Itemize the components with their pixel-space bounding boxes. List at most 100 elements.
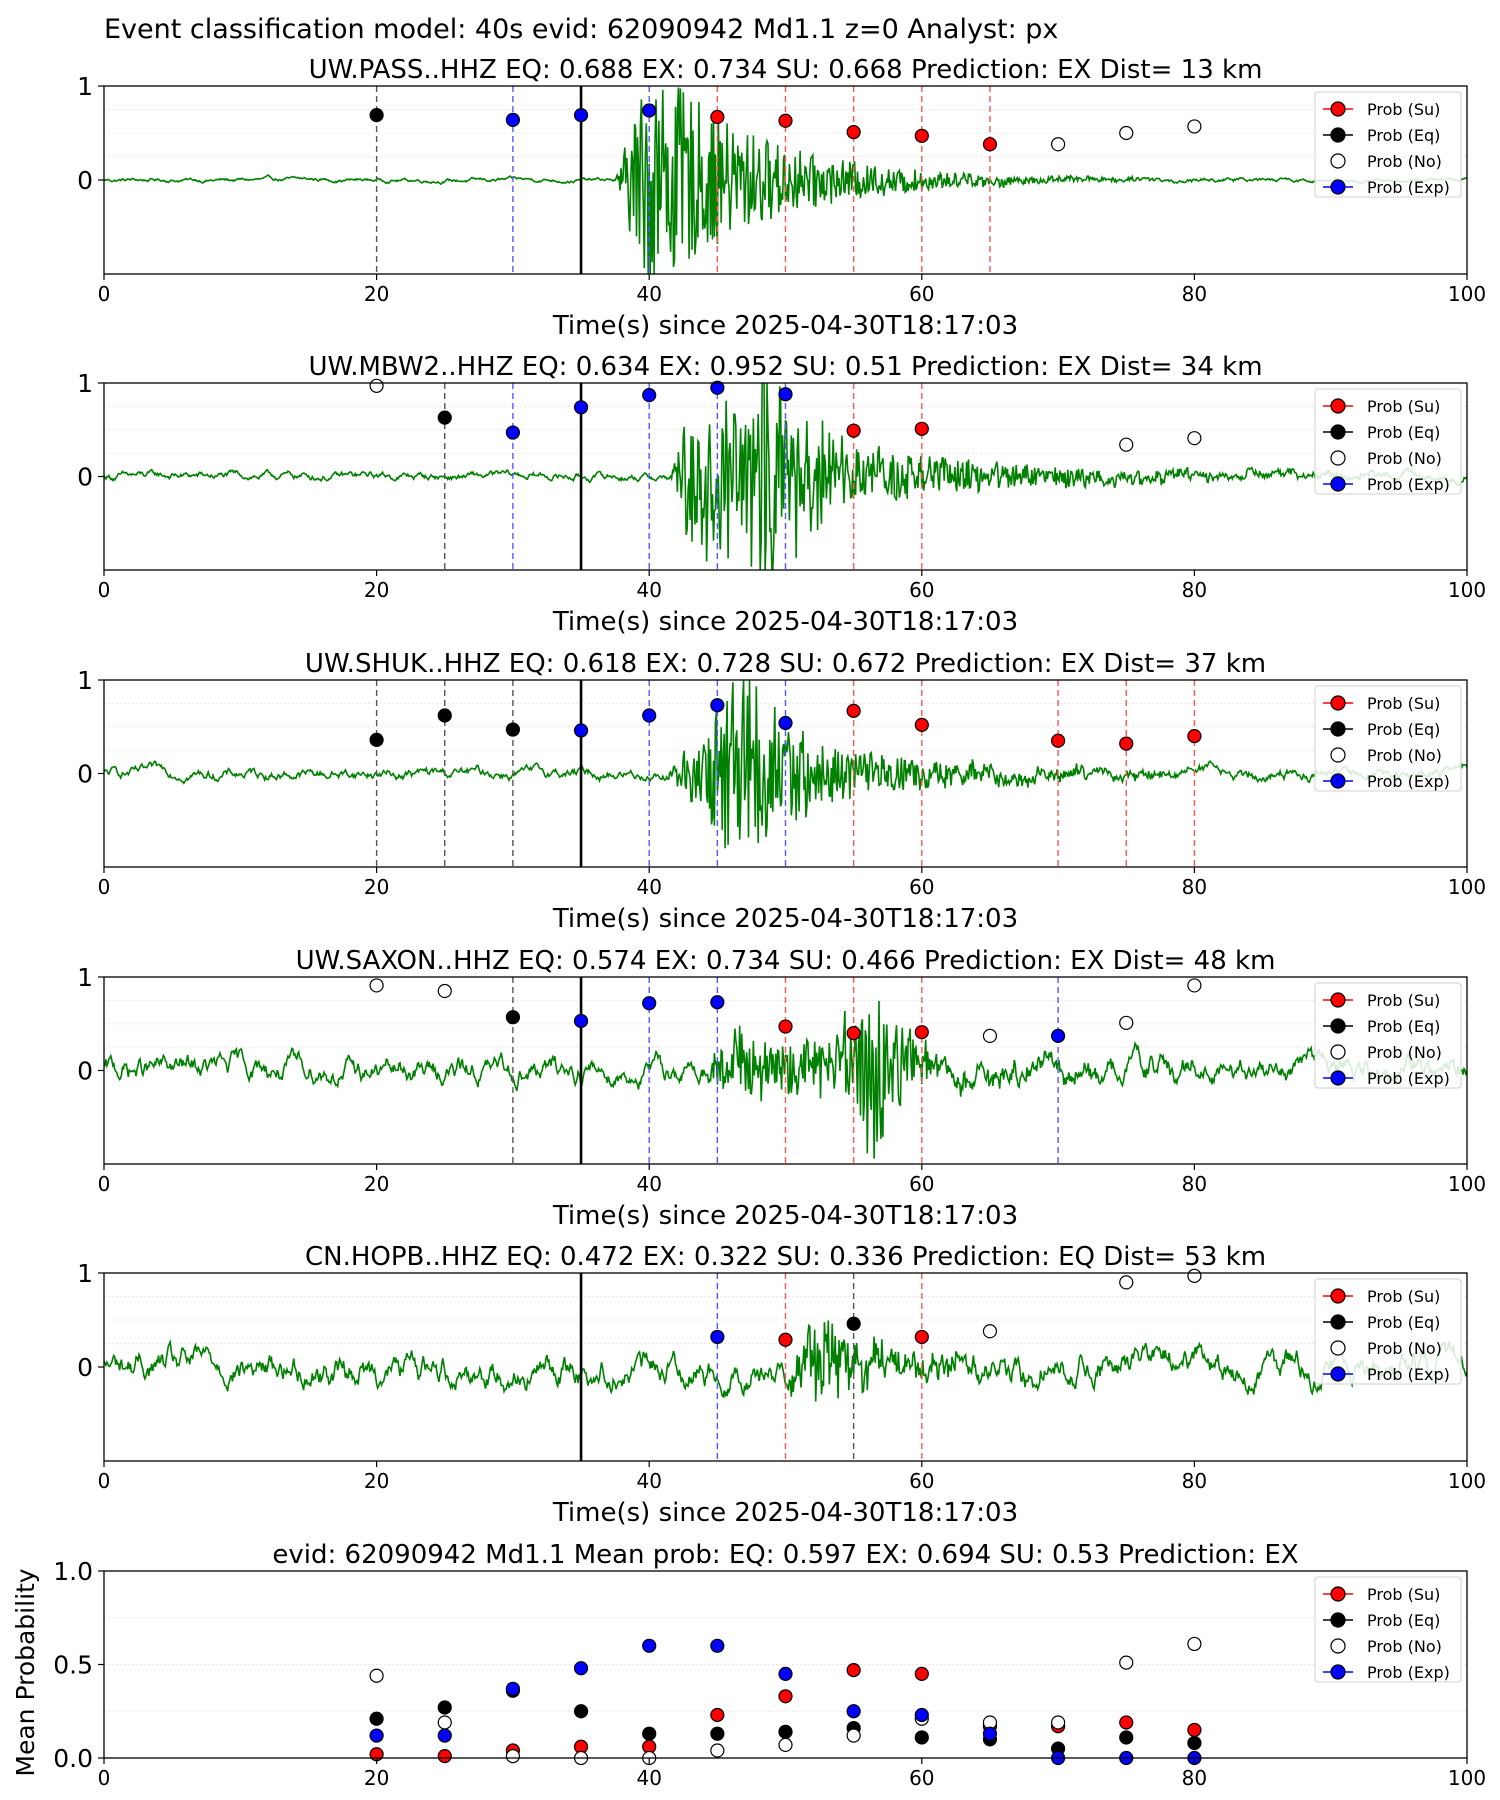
- legend: Prob (Su) Prob (Eq) Prob (No) Prob (Exp): [1314, 1278, 1462, 1385]
- legend-label-eq: Prob (Eq): [1367, 1017, 1440, 1036]
- x-tick-label: 20: [364, 578, 389, 602]
- legend-label-su: Prob (Su): [1367, 1287, 1440, 1306]
- legend-marker-no: [1330, 1044, 1346, 1060]
- marker-su: [1050, 733, 1066, 748]
- legend: Prob (Su) Prob (Eq) Prob (No) Prob (Exp): [1314, 1576, 1462, 1683]
- marker-su: [846, 124, 861, 140]
- x-tick-label: 0: [98, 282, 111, 306]
- x-axis-label: Time(s) since 2025-04-30T18:17:03: [552, 607, 1018, 637]
- y-tick-label: 0: [77, 1353, 93, 1382]
- x-tick-label: 0: [98, 1469, 111, 1493]
- legend-label-eq: Prob (Eq): [1367, 126, 1440, 145]
- legend-label-su: Prob (Su): [1367, 100, 1440, 119]
- legend-marker-su: [1330, 695, 1346, 711]
- marker-exp: [642, 388, 657, 403]
- marker-no: [1187, 431, 1202, 446]
- panel-title: UW.PASS..HHZ EQ: 0.688 EX: 0.734 SU: 0.6…: [309, 55, 1263, 85]
- marker-no: [369, 1668, 384, 1683]
- legend-marker-exp: [1330, 476, 1346, 492]
- x-tick-label: 20: [364, 282, 389, 306]
- marker-no: [1187, 1636, 1202, 1652]
- x-tick-label: 60: [909, 578, 934, 602]
- legend: Prob (Su) Prob (Eq) Prob (No) Prob (Exp): [1314, 91, 1462, 198]
- marker-exp: [914, 1707, 929, 1723]
- panel-title: UW.SHUK..HHZ EQ: 0.618 EX: 0.728 SU: 0.6…: [305, 649, 1266, 679]
- marker-su: [1119, 736, 1134, 751]
- marker-su: [710, 109, 725, 125]
- marker-su: [437, 1749, 452, 1764]
- marker-no: [1119, 1275, 1134, 1290]
- legend-label-exp: Prob (Exp): [1367, 178, 1450, 197]
- plot-area: [104, 680, 1467, 867]
- y-tick-label: 1: [77, 1259, 93, 1288]
- chart-panel-2: 0 20 40 60 80 100 0 1 UW.MBW2..HHZ EQ: 0.634 EX:…: [77, 352, 1486, 637]
- marker-su: [914, 128, 929, 143]
- x-tick-label: 40: [636, 282, 661, 306]
- legend-marker-no: [1330, 450, 1346, 466]
- marker-exp: [505, 425, 521, 440]
- legend-marker-eq: [1330, 721, 1346, 737]
- marker-no: [1119, 1655, 1134, 1670]
- legend-marker-su: [1330, 398, 1346, 414]
- legend-box: [1314, 982, 1462, 1089]
- legend-box: [1314, 388, 1462, 495]
- x-tick-label: 60: [909, 1172, 934, 1196]
- panel-title: evid: 62090942 Md1.1 Mean prob: EQ: 0.59…: [272, 1540, 1298, 1570]
- x-tick-label: 80: [1182, 1766, 1207, 1790]
- x-axis-label: Time(s) since 2025-04-30T18:17:03: [552, 1201, 1018, 1231]
- marker-no: [1187, 119, 1202, 134]
- chart-panel-6: 0 20 40 60 80 100 0.0 0.5 1.0 evid: 62090942 Md1.…: [11, 1540, 1486, 1790]
- x-tick-label: 80: [1182, 282, 1207, 306]
- x-tick-label: 100: [1448, 1469, 1486, 1493]
- marker-eq: [1119, 1730, 1134, 1745]
- legend-label-no: Prob (No): [1367, 746, 1442, 765]
- panel-title: CN.HOPB..HHZ EQ: 0.472 EX: 0.322 SU: 0.3…: [305, 1242, 1266, 1272]
- x-tick-label: 80: [1182, 875, 1207, 899]
- legend-marker-exp: [1330, 1366, 1346, 1382]
- legend-marker-eq: [1330, 1612, 1346, 1628]
- legend-marker-su: [1330, 992, 1346, 1008]
- x-tick-label: 20: [364, 1172, 389, 1196]
- legend-marker-exp: [1330, 773, 1346, 789]
- legend-label-no: Prob (No): [1367, 1339, 1442, 1358]
- marker-eq: [846, 1316, 861, 1331]
- marker-exp: [778, 715, 793, 731]
- y-tick-label: 0: [77, 760, 93, 789]
- legend-label-eq: Prob (Eq): [1367, 1313, 1440, 1332]
- legend-marker-eq: [1330, 1018, 1346, 1034]
- marker-eq: [369, 732, 384, 747]
- y-tick-label: 0: [77, 1057, 93, 1086]
- legend-label-no: Prob (No): [1367, 449, 1442, 468]
- legend-label-exp: Prob (Exp): [1367, 475, 1450, 494]
- marker-su: [914, 1329, 929, 1345]
- marker-su: [778, 1332, 793, 1347]
- marker-exp: [369, 1728, 384, 1743]
- legend-marker-su: [1330, 1288, 1346, 1304]
- legend-marker-su: [1330, 1586, 1346, 1602]
- legend-label-su: Prob (Su): [1367, 991, 1440, 1010]
- legend-label-exp: Prob (Exp): [1367, 1365, 1450, 1384]
- marker-eq: [642, 1726, 657, 1741]
- marker-su: [914, 717, 929, 732]
- x-axis-label: Time(s) since 2025-04-30T18:17:03: [552, 1498, 1018, 1528]
- marker-su: [710, 1707, 725, 1723]
- marker-no: [1119, 437, 1134, 452]
- waveform-trace: [104, 383, 1467, 570]
- marker-exp: [573, 1661, 589, 1676]
- x-tick-label: 0: [98, 1172, 111, 1196]
- marker-exp: [505, 1681, 521, 1696]
- marker-no: [1119, 125, 1134, 141]
- legend: Prob (Su) Prob (Eq) Prob (No) Prob (Exp): [1314, 388, 1462, 495]
- marker-exp: [778, 1666, 793, 1681]
- marker-exp: [982, 1726, 998, 1741]
- legend-marker-exp: [1330, 1664, 1346, 1680]
- marker-su: [778, 1689, 793, 1704]
- marker-exp: [710, 1638, 725, 1653]
- x-tick-label: 20: [364, 1469, 389, 1493]
- marker-exp: [710, 1329, 725, 1345]
- marker-no: [982, 1324, 998, 1339]
- legend-marker-exp: [1330, 1070, 1346, 1086]
- marker-exp: [642, 103, 657, 118]
- y-tick-label: 0: [77, 463, 93, 492]
- marker-su: [1187, 728, 1202, 744]
